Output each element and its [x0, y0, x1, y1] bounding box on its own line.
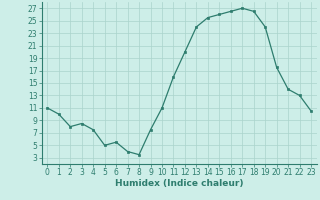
X-axis label: Humidex (Indice chaleur): Humidex (Indice chaleur) — [115, 179, 244, 188]
